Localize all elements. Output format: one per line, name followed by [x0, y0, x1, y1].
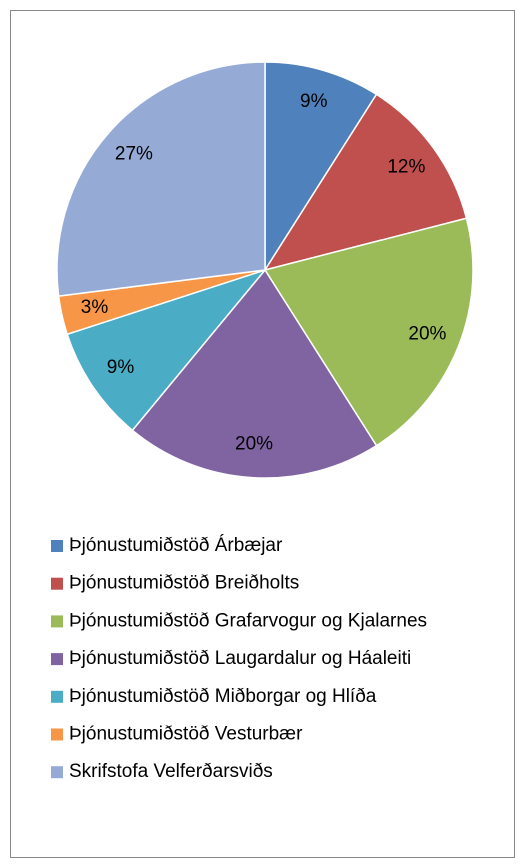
pie-slice — [131, 268, 378, 479]
legend-swatch — [51, 615, 63, 628]
legend-swatch — [51, 766, 63, 779]
legend-swatch — [51, 577, 63, 590]
data-label: 3% — [81, 297, 109, 318]
legend-label: Þjónustumiðstöð Breiðholts — [69, 573, 299, 594]
legend-label: Þjónustumiðstöð Miðborgar og Hlíða — [69, 686, 377, 707]
legend-label: Þjónustumiðstöð Árbæjar — [69, 535, 283, 556]
pie-slice — [56, 61, 266, 297]
legend-label: Þjónustumiðstöð Laugardalur og Háaleiti — [69, 648, 411, 669]
legend-swatch — [51, 540, 63, 552]
pie-slice — [263, 93, 468, 272]
data-label: 20% — [235, 433, 273, 454]
pie-slice — [263, 217, 474, 447]
data-label: 9% — [107, 357, 135, 378]
legend-swatch — [51, 653, 63, 666]
pie-slice — [264, 61, 378, 273]
data-label: 12% — [387, 156, 425, 177]
data-label: 9% — [300, 91, 328, 112]
legend-swatch — [51, 728, 63, 741]
legend-label: Þjónustumiðstöð Grafarvogur og Kjalarnes — [69, 610, 427, 631]
data-label: 20% — [408, 323, 446, 344]
legend-label: Skrifstofa Velferðarsviðs — [69, 761, 273, 782]
legend-label: Þjónustumiðstöð Vesturbær — [69, 724, 303, 745]
pie-slice — [66, 268, 268, 432]
legend-swatch — [51, 690, 63, 703]
data-label: 27% — [115, 143, 153, 164]
